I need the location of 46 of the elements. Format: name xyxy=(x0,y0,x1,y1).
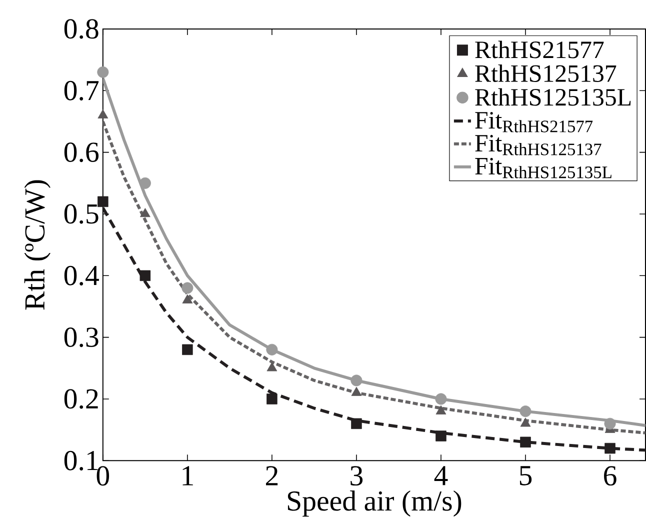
x-tick-label: 5 xyxy=(520,466,532,486)
y-tick-label: 0.6 xyxy=(64,142,99,162)
point xyxy=(604,443,616,454)
point xyxy=(98,196,108,208)
x-tick-label: 6 xyxy=(604,466,616,486)
x-tick-label: 2 xyxy=(266,466,278,486)
x-tick-label: 3 xyxy=(350,466,363,486)
point xyxy=(98,110,108,119)
point xyxy=(182,344,193,356)
point xyxy=(351,387,362,396)
y-tick-label: 0.4 xyxy=(64,266,99,286)
point xyxy=(436,430,446,442)
point xyxy=(520,418,531,427)
legend-label: RthHS125135L xyxy=(475,88,631,106)
point xyxy=(266,362,278,372)
point xyxy=(436,406,446,415)
x-tick-label: 1 xyxy=(182,466,193,486)
point xyxy=(604,418,616,430)
point xyxy=(435,393,447,405)
point xyxy=(266,394,278,405)
y-tick-label: 0.5 xyxy=(64,204,98,224)
legend-label: $\mathrm{Fit}_{\mathrm{RthHS21577}}$ xyxy=(475,112,593,133)
legend-label: RthHS125137 xyxy=(475,64,616,82)
x-tick-label: 0 xyxy=(96,466,110,486)
point xyxy=(182,282,194,294)
point xyxy=(140,270,151,282)
point xyxy=(266,344,278,356)
point xyxy=(182,294,193,304)
point xyxy=(520,436,531,448)
point xyxy=(351,418,362,430)
y-tick-label: 0.3 xyxy=(64,328,98,348)
x-axis-title: Speed air (m/s) xyxy=(288,490,462,517)
legend-label: $\mathrm{Fit}_{\mathrm{RthHS125137}}$ xyxy=(475,135,602,156)
point xyxy=(520,406,532,418)
point xyxy=(139,178,151,190)
x-tick-label: 4 xyxy=(434,466,448,486)
point xyxy=(140,208,150,218)
legend-label: RthHS21577 xyxy=(475,40,604,58)
point xyxy=(97,66,109,78)
y-tick-label: 0.2 xyxy=(64,389,98,409)
y-axis-title: Rth (ºC/W) xyxy=(24,180,50,310)
legend-label: $\mathrm{Fit}_{\mathrm{RthHS125135L}}$ xyxy=(475,158,612,178)
y-tick-label: 0.7 xyxy=(64,81,99,101)
y-tick-label: 0.8 xyxy=(64,19,98,39)
y-tick-label: 0.1 xyxy=(64,451,98,471)
point xyxy=(350,374,362,386)
